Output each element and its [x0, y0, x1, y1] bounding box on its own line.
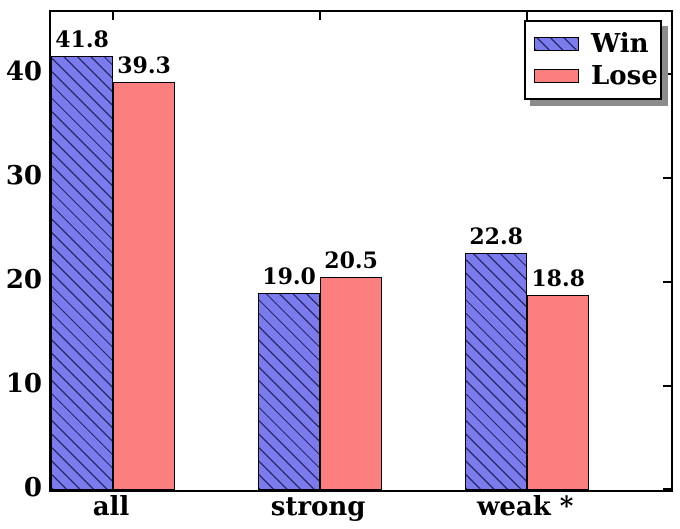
x-tick-mark	[112, 482, 114, 490]
bar-win-weak	[465, 253, 528, 490]
value-label: 20.5	[324, 247, 378, 274]
legend-entry-win: Win	[534, 31, 650, 57]
x-tick-label-all: all	[92, 492, 130, 522]
x-tick-mark	[526, 12, 529, 20]
legend-swatch-win	[534, 37, 579, 51]
legend-label-lose: Lose	[591, 61, 658, 91]
legend-swatch-lose	[534, 69, 579, 83]
x-tick-label-strong: strong	[270, 492, 366, 522]
y-tick-label: 10	[5, 369, 42, 400]
value-label: 41.8	[55, 26, 109, 53]
y-tick-mark	[663, 385, 671, 388]
legend-entry-lose: Lose	[534, 63, 658, 89]
y-tick-mark	[663, 488, 671, 490]
y-tick-label: 0	[23, 473, 42, 503]
value-label: 39.3	[117, 52, 171, 79]
bar-win-strong	[258, 292, 321, 490]
y-tick-label: 20	[5, 265, 42, 296]
value-label: 19.0	[262, 263, 316, 290]
x-tick-mark	[319, 12, 322, 20]
value-label: 18.8	[531, 265, 585, 292]
y-tick-label: 30	[5, 161, 42, 192]
bar-win-all	[51, 55, 113, 490]
x-tick-mark	[112, 12, 114, 20]
value-label: 22.8	[469, 224, 523, 251]
y-tick-label: 40	[5, 57, 42, 88]
y-tick-mark	[663, 281, 671, 284]
x-tick-mark	[319, 482, 322, 490]
bar-lose-all	[113, 81, 175, 490]
legend-label-win: Win	[591, 29, 649, 59]
legend-box: Win Lose	[524, 20, 662, 100]
x-tick-mark	[526, 482, 529, 490]
bar-lose-strong	[320, 276, 383, 490]
x-tick-label-weak: weak *	[476, 492, 574, 522]
y-tick-mark	[663, 73, 671, 76]
bar-lose-weak	[527, 294, 590, 490]
x-axis-tick-labels: all strong weak *	[49, 494, 669, 524]
y-tick-mark	[663, 177, 671, 180]
y-axis-tick-labels: 0 10 20 30 40	[0, 10, 42, 501]
